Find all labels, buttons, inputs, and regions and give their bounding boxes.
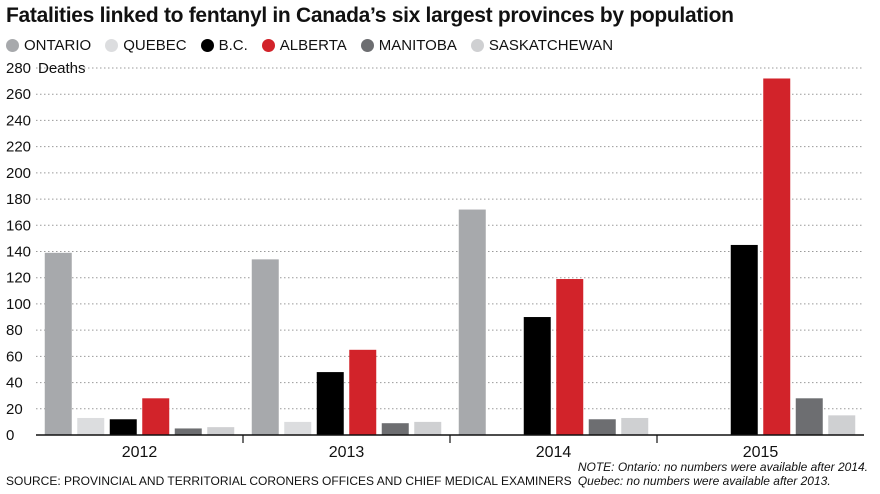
- y-tick-label-160: 160: [6, 217, 31, 234]
- bar-quebec-2013: [284, 421, 312, 435]
- legend-item-alberta: ALBERTA: [261, 36, 347, 54]
- bar-saskatchewan-2013: [414, 421, 442, 435]
- chart-title: Fatalities linked to fentanyl in Canada’…: [6, 4, 734, 27]
- legend-swatch-b-c: [200, 38, 214, 52]
- y-tick-label-220: 220: [6, 139, 31, 156]
- x-tick-label-2014: 2014: [536, 444, 572, 461]
- y-tick-label-200: 200: [6, 165, 31, 182]
- legend-swatch-manitoba: [360, 38, 374, 52]
- legend: ONTARIO QUEBEC B.C. ALBERTA MANITOBA SASKATCH…: [6, 34, 613, 56]
- legend-swatch-quebec: [105, 38, 119, 52]
- legend-item-ontario: ONTARIO: [6, 37, 91, 54]
- x-tick-label-2012: 2012: [122, 444, 158, 461]
- bar-manitoba-2012: [174, 428, 202, 435]
- y-tick-label-60: 60: [6, 348, 23, 365]
- legend-swatch-ontario: [6, 38, 19, 52]
- bar-ontario-2012: [44, 252, 72, 435]
- bar-b-c-2015: [730, 244, 758, 435]
- y-tick-label-280: 280: [6, 60, 31, 77]
- bar-b-c-2014: [523, 317, 551, 435]
- bar-manitoba-2014: [588, 419, 616, 435]
- legend-label-b-c: B.C.: [218, 36, 248, 54]
- y-tick-label-180: 180: [6, 191, 31, 208]
- y-tick-label-240: 240: [6, 112, 31, 129]
- y-tick-label-140: 140: [6, 244, 31, 261]
- bar-saskatchewan-2014: [621, 417, 649, 435]
- bar-alberta-2015: [763, 78, 791, 435]
- bar-manitoba-2015: [795, 398, 823, 435]
- legend-label-alberta: ALBERTA: [279, 36, 347, 54]
- note-line-ontario: NOTE: Ontario: no numbers were available…: [577, 460, 868, 474]
- bar-b-c-2012: [109, 419, 137, 435]
- legend-label-quebec: QUEBEC: [123, 36, 187, 54]
- data-note: NOTE: Ontario: no numbers were available…: [578, 460, 868, 488]
- bar-alberta-2012: [142, 398, 170, 435]
- legend-item-b-c: B.C.: [200, 36, 248, 54]
- legend-item-manitoba: MANITOBA: [360, 36, 457, 54]
- legend-label-ontario: ONTARIO: [24, 36, 92, 54]
- legend-item-quebec: QUEBEC: [105, 36, 187, 54]
- legend-item-saskatchewan: SASKATCHEWAN: [470, 36, 614, 54]
- legend-swatch-alberta: [261, 38, 275, 52]
- y-tick-label-100: 100: [6, 296, 31, 313]
- bar-saskatchewan-2012: [207, 427, 235, 435]
- y-tick-label-20: 20: [6, 401, 23, 418]
- source-note: SOURCE: PROVINCIAL AND TERRITORIAL CORON…: [6, 474, 572, 488]
- legend-swatch-saskatchewan: [470, 38, 484, 52]
- note-line-quebec: Quebec: no numbers were available after …: [577, 474, 831, 488]
- legend-label-manitoba: MANITOBA: [378, 36, 457, 54]
- bar-manitoba-2013: [381, 423, 409, 435]
- bar-b-c-2013: [316, 372, 344, 435]
- bar-alberta-2014: [556, 279, 584, 435]
- y-tick-label-0: 0: [6, 427, 14, 444]
- bar-alberta-2013: [349, 349, 377, 435]
- bar-ontario-2014: [458, 209, 486, 435]
- y-tick-label-40: 40: [6, 375, 23, 392]
- y-tick-label-260: 260: [6, 86, 31, 103]
- x-tick-label-2013: 2013: [329, 444, 365, 461]
- bar-saskatchewan-2015: [828, 415, 856, 435]
- bar-ontario-2013: [251, 259, 279, 435]
- y-axis-label: Deaths: [38, 60, 86, 77]
- y-tick-label-80: 80: [6, 322, 23, 339]
- bar-quebec-2012: [77, 417, 105, 435]
- y-tick-label-120: 120: [6, 270, 31, 287]
- x-tick-label-2015: 2015: [743, 444, 779, 461]
- legend-label-saskatchewan: SASKATCHEWAN: [488, 36, 614, 54]
